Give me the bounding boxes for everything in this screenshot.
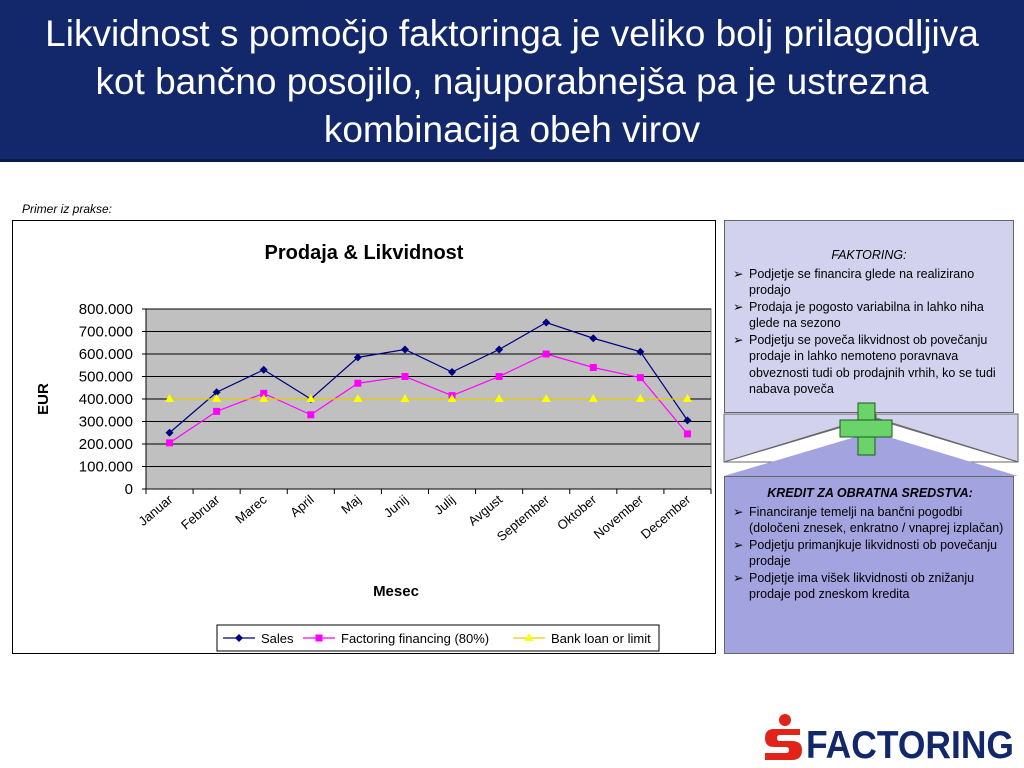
chart-title: Prodaja & Likvidnost — [265, 242, 464, 264]
arrow-bullet-icon: ➢ — [733, 266, 744, 281]
x-tick-label: Januar — [135, 491, 176, 528]
factoring-logo: FACTORING — [765, 714, 1014, 762]
data-point — [636, 347, 645, 356]
legend-box — [216, 624, 660, 652]
y-tick-label: 100.000 — [79, 459, 133, 476]
x-tick-label: Julij — [431, 492, 458, 518]
data-point — [542, 318, 551, 327]
x-axis-title: Mesec — [373, 583, 419, 600]
data-point — [260, 389, 268, 397]
arrow-bullet-icon: ➢ — [733, 504, 744, 519]
x-tick-label: Avgust — [465, 492, 505, 529]
legend-marker — [235, 634, 243, 642]
list-item-text: Financiranje temelji na bančni pogodbi (… — [749, 504, 1004, 536]
list-item: ➢ Podjetje se financira glede na realizir… — [733, 266, 1005, 299]
chart-frame: 0 100.000 200.000 300.000 400.000 500.000 600.… — [12, 220, 716, 654]
list-item: ➢ Podjetju se poveča likvidnost ob poveča… — [733, 332, 1005, 398]
data-point — [259, 394, 269, 402]
legend-marker — [315, 634, 323, 642]
data-point — [306, 394, 316, 402]
data-point — [683, 430, 691, 438]
factoring-panel: FAKTORING: ➢ Podjetje se financira glede … — [724, 220, 1014, 413]
data-point — [400, 345, 409, 354]
series-line-2 — [169, 353, 688, 444]
y-tick-label: 300.000 — [79, 414, 133, 431]
data-point — [447, 394, 457, 402]
list-item-text: Podjetje ima višek likvidnosti ob znižan… — [749, 570, 975, 602]
arrow-bullet-icon: ➢ — [733, 332, 744, 347]
arrow-bullet-icon: ➢ — [733, 537, 744, 552]
x-tick-label: Junij — [381, 492, 411, 521]
data-point — [589, 364, 597, 371]
data-point — [353, 394, 363, 402]
data-point — [212, 394, 222, 402]
list-item-text: Podjetju se poveča likvidnost ob povečan… — [749, 332, 996, 397]
data-point — [401, 373, 409, 380]
list-item-text: Prodaja je pogosto variabilna in lahko n… — [749, 299, 984, 331]
list-item-text: Podjetje se financira glede na realizira… — [749, 266, 975, 298]
data-point — [400, 394, 410, 402]
list-item-text: Podjetju primanjkuje likvidnosti ob pove… — [749, 537, 998, 569]
data-point — [354, 379, 362, 387]
primer-label: Primer iz prakse: — [22, 202, 113, 216]
data-point — [494, 394, 504, 402]
series-line-1 — [169, 321, 688, 434]
y-tick-label: 400.000 — [79, 391, 133, 408]
y-tick-label: 200.000 — [79, 436, 133, 453]
data-point — [212, 388, 221, 397]
data-point — [448, 368, 457, 376]
x-tick-label: November — [591, 491, 647, 541]
data-point — [353, 353, 362, 362]
data-point — [259, 365, 268, 374]
x-tick-label: Oktober — [554, 491, 600, 533]
bank-credit-panel: KREDIT ZA OBRATNA SREDSTVA: ➢ Financiranj… — [724, 476, 1014, 654]
legend-label: Bank loan or limit — [551, 631, 651, 646]
data-point — [166, 439, 174, 447]
data-point — [683, 416, 692, 425]
data-point — [213, 407, 221, 415]
legend-label: Factoring financing (80%) — [341, 631, 489, 646]
list-item: ➢ Financiranje temelji na bančni pogodbi … — [733, 504, 1007, 537]
x-tick-label: April — [287, 492, 317, 520]
arrow-bullet-icon: ➢ — [733, 299, 744, 314]
plus-cross-icon — [839, 402, 893, 456]
data-point — [589, 334, 598, 343]
data-point — [542, 350, 550, 358]
y-tick-label: 500.000 — [79, 369, 133, 386]
s-logo-icon — [765, 714, 802, 760]
data-point — [636, 374, 644, 382]
x-tick-label: December — [638, 491, 694, 541]
data-point — [307, 411, 315, 419]
connector-graphic — [723, 402, 1019, 476]
y-tick-label: 0 — [125, 481, 133, 498]
list-item: ➢ Podjetje ima višek likvidnosti ob zniža… — [733, 570, 1007, 603]
bank-credit-panel-title: KREDIT ZA OBRATNA SREDSTVA: — [767, 486, 973, 500]
data-point — [495, 373, 503, 380]
logo-text: FACTORING — [806, 724, 1014, 762]
data-point — [588, 394, 598, 402]
legend-label: Sales — [261, 631, 294, 646]
y-tick-label: 600.000 — [79, 346, 133, 363]
arrow-bullet-icon: ➢ — [733, 570, 744, 585]
x-tick-label: Februar — [178, 491, 223, 532]
x-tick-label: Marec — [232, 491, 270, 526]
data-point — [635, 394, 645, 402]
data-point — [541, 394, 551, 402]
factoring-panel-title: FAKTORING: — [831, 248, 907, 262]
title-banner: Likvidnost s pomočjo faktoringa je velik… — [0, 0, 1024, 162]
list-item: ➢ Prodaja je pogosto variabilna in lahko … — [733, 299, 1005, 332]
y-axis-title: EUR — [35, 383, 52, 415]
line-chart: 0 100.000 200.000 300.000 400.000 500.000 600.… — [35, 242, 712, 652]
y-tick-label: 700.000 — [79, 324, 133, 341]
data-point — [165, 394, 175, 402]
x-tick-label: September — [494, 491, 553, 544]
data-point — [682, 394, 692, 402]
x-tick-label: Maj — [338, 492, 364, 517]
y-tick-label: 800.000 — [79, 301, 133, 318]
data-point — [495, 345, 504, 354]
data-point — [165, 428, 174, 437]
slide-title: Likvidnost s pomočjo faktoringa je velik… — [45, 13, 979, 150]
legend-marker — [524, 633, 534, 641]
list-item: ➢ Podjetju primanjkuje likvidnosti ob pov… — [733, 537, 1007, 570]
